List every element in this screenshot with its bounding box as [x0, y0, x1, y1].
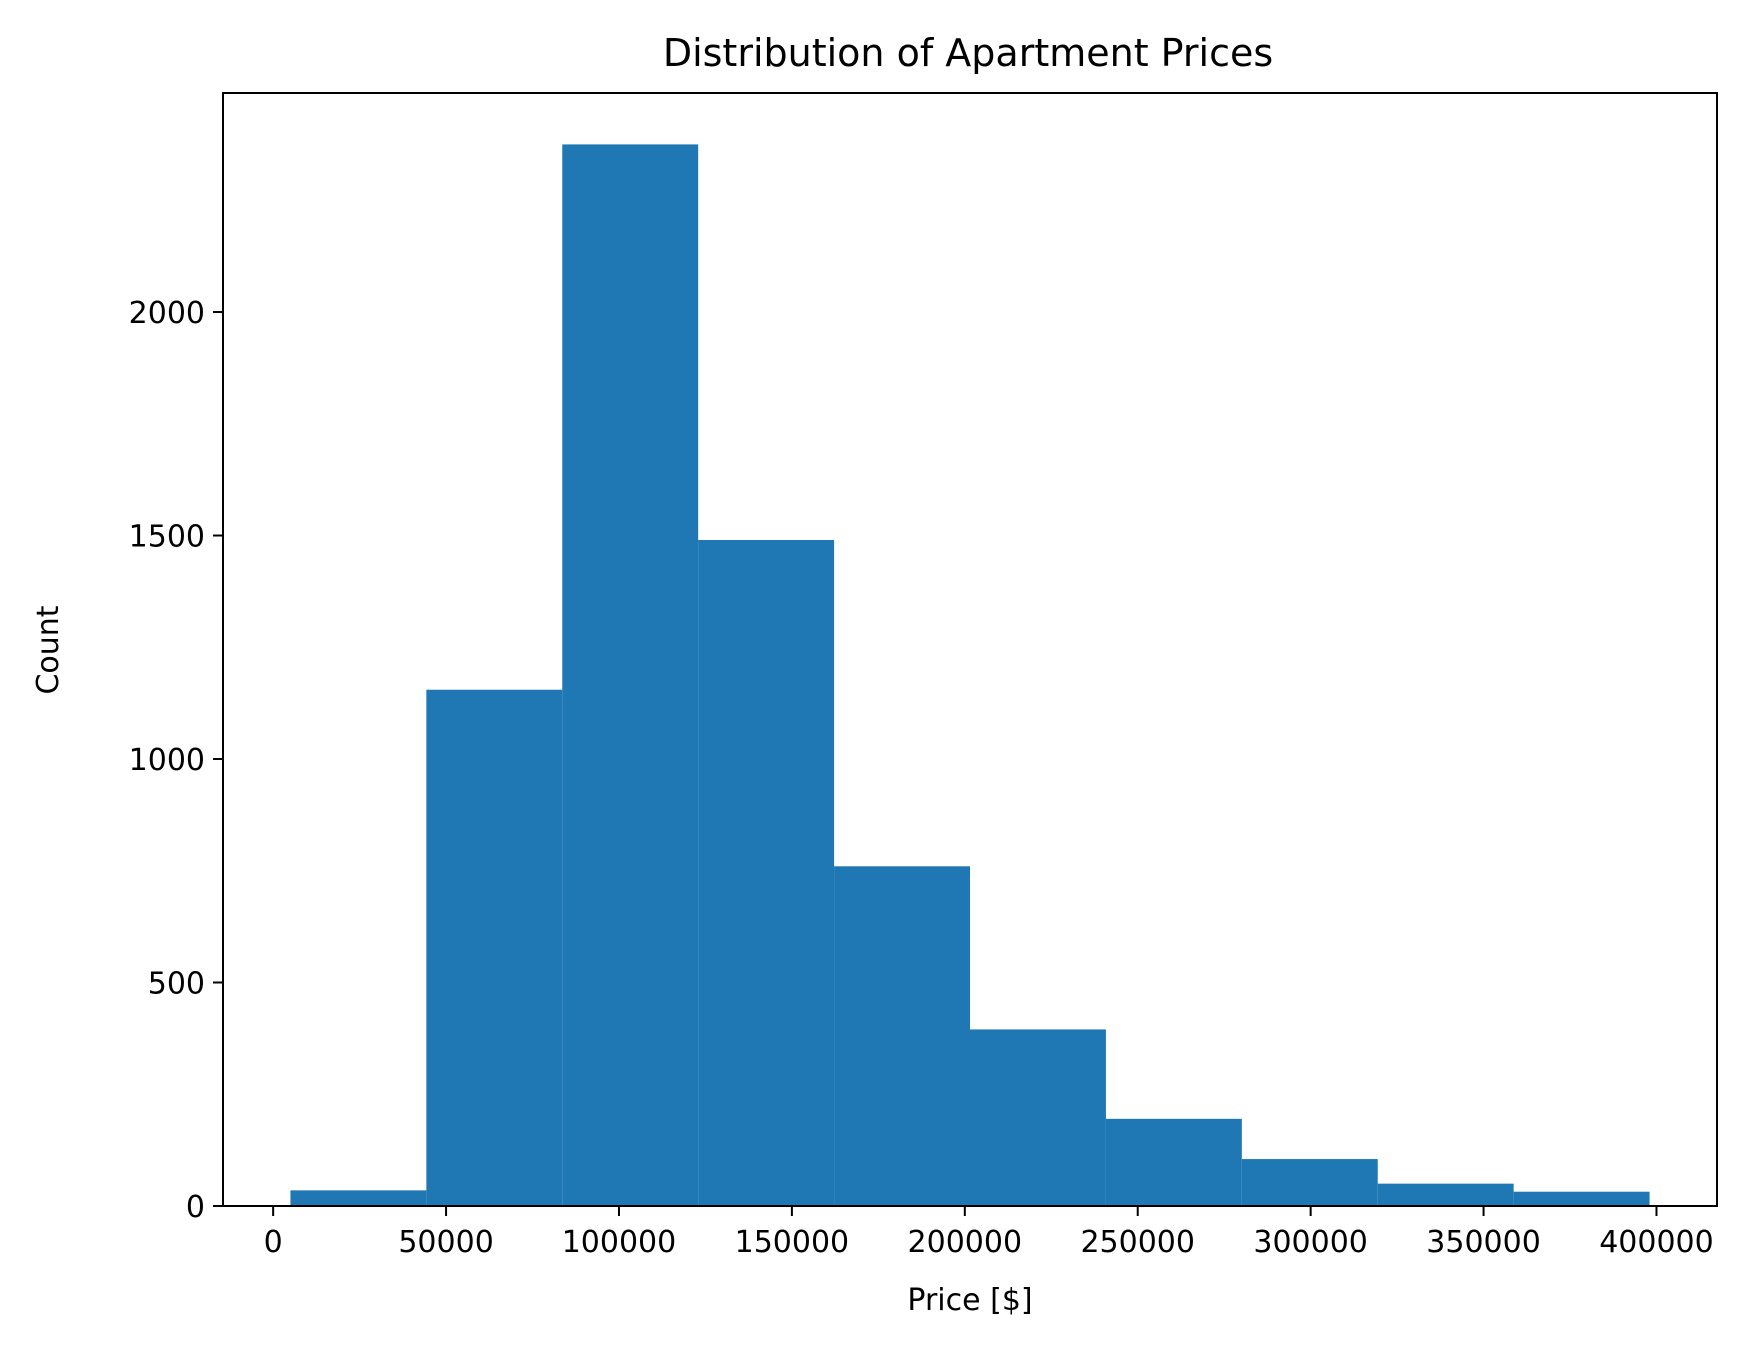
histogram-bars	[290, 144, 1650, 1207]
x-tick-label: 350000	[1426, 1225, 1541, 1260]
y-tick-label: 0	[186, 1190, 205, 1225]
x-tick-label: 300000	[1253, 1225, 1368, 1260]
plot-area-frame	[222, 92, 1718, 1207]
histogram-bar-1	[290, 1190, 427, 1206]
y-axis-ticks: 0 500 1000 1500 2000	[129, 296, 223, 1225]
histogram-bar-5	[834, 866, 970, 1206]
x-tick-label: 0	[264, 1225, 283, 1260]
x-tick-label: 100000	[562, 1225, 677, 1260]
histogram-bar-2	[426, 689, 563, 1206]
histogram-bar-7	[1105, 1118, 1242, 1206]
y-tick-label: 500	[148, 967, 205, 1002]
histogram-bar-4	[698, 539, 835, 1206]
histogram-bar-10	[1513, 1191, 1650, 1206]
histogram-bar-6	[970, 1029, 1106, 1206]
histogram-bar-9	[1377, 1183, 1514, 1206]
x-tick-label: 400000	[1599, 1225, 1714, 1260]
y-tick-label: 1000	[129, 743, 205, 778]
x-axis-label: Price [$]	[907, 1283, 1032, 1318]
x-tick-label: 150000	[735, 1225, 850, 1260]
y-tick-label: 1500	[129, 520, 205, 555]
x-tick-label: 50000	[398, 1225, 493, 1260]
x-tick-label: 250000	[1080, 1225, 1195, 1260]
chart-title: Distribution of Apartment Prices	[663, 31, 1273, 75]
y-axis-label: Count	[31, 605, 66, 694]
histogram-bar-8	[1241, 1159, 1378, 1206]
x-axis-ticks: 0 50000 100000 150000 200000 250000 300000 3500…	[264, 1206, 1714, 1260]
histogram-bar-3	[562, 144, 699, 1207]
x-tick-label: 200000	[908, 1225, 1023, 1260]
y-tick-label: 2000	[129, 296, 205, 331]
